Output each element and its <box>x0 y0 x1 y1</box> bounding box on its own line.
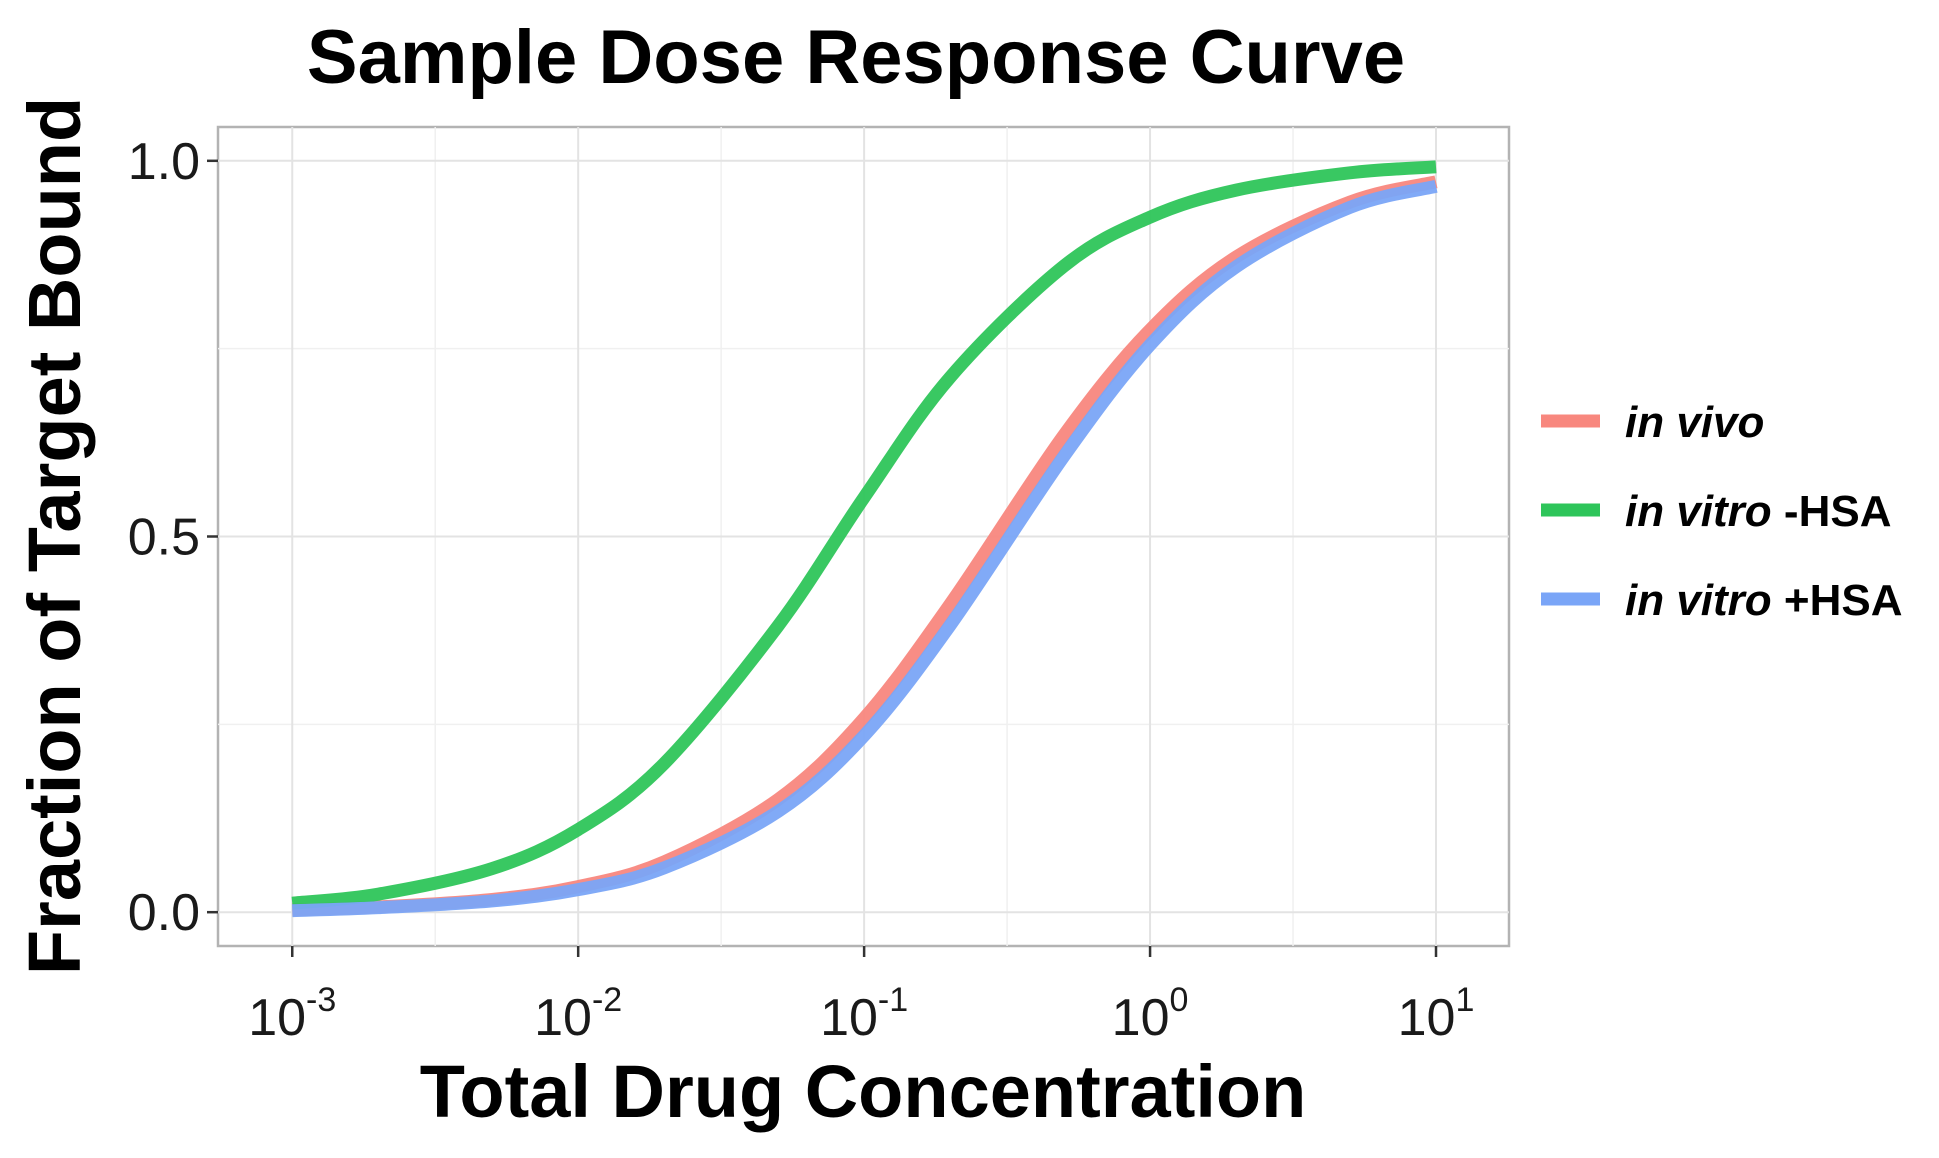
y-tick-label: 0.0 <box>128 884 200 942</box>
grid-lines <box>218 127 1509 946</box>
y-axis-ticks: 0.0 0.5 1.0 <box>128 133 218 942</box>
y-axis-title: Fraction of Target Bound <box>13 97 96 975</box>
series-line-in-vitro-hsa <box>292 180 1438 918</box>
legend-label: in vitro +HSA <box>1625 576 1903 625</box>
series-lines <box>291 160 1438 918</box>
x-axis-ticks: 10-3 10-2 10-1 100 101 <box>248 946 1474 1047</box>
legend-label: in vivo <box>1625 398 1764 447</box>
x-tick-label: 101 <box>1398 981 1475 1047</box>
x-axis-title: Total Drug Concentration <box>420 1050 1307 1133</box>
y-tick-label: 0.5 <box>128 509 200 567</box>
legend-label: in vitro -HSA <box>1625 487 1891 536</box>
chart-title: Sample Dose Response Curve <box>307 15 1405 100</box>
x-tick-label: 10-3 <box>248 981 336 1047</box>
x-tick-label: 100 <box>1112 981 1189 1047</box>
legend: in vivo in vitro -HSA in vitro +HSA <box>1541 398 1903 625</box>
y-tick-label: 1.0 <box>128 133 200 191</box>
x-tick-label: 10-1 <box>820 981 908 1047</box>
x-tick-label: 10-2 <box>534 981 622 1047</box>
series-line-in-vitro-hsa <box>291 160 1437 910</box>
